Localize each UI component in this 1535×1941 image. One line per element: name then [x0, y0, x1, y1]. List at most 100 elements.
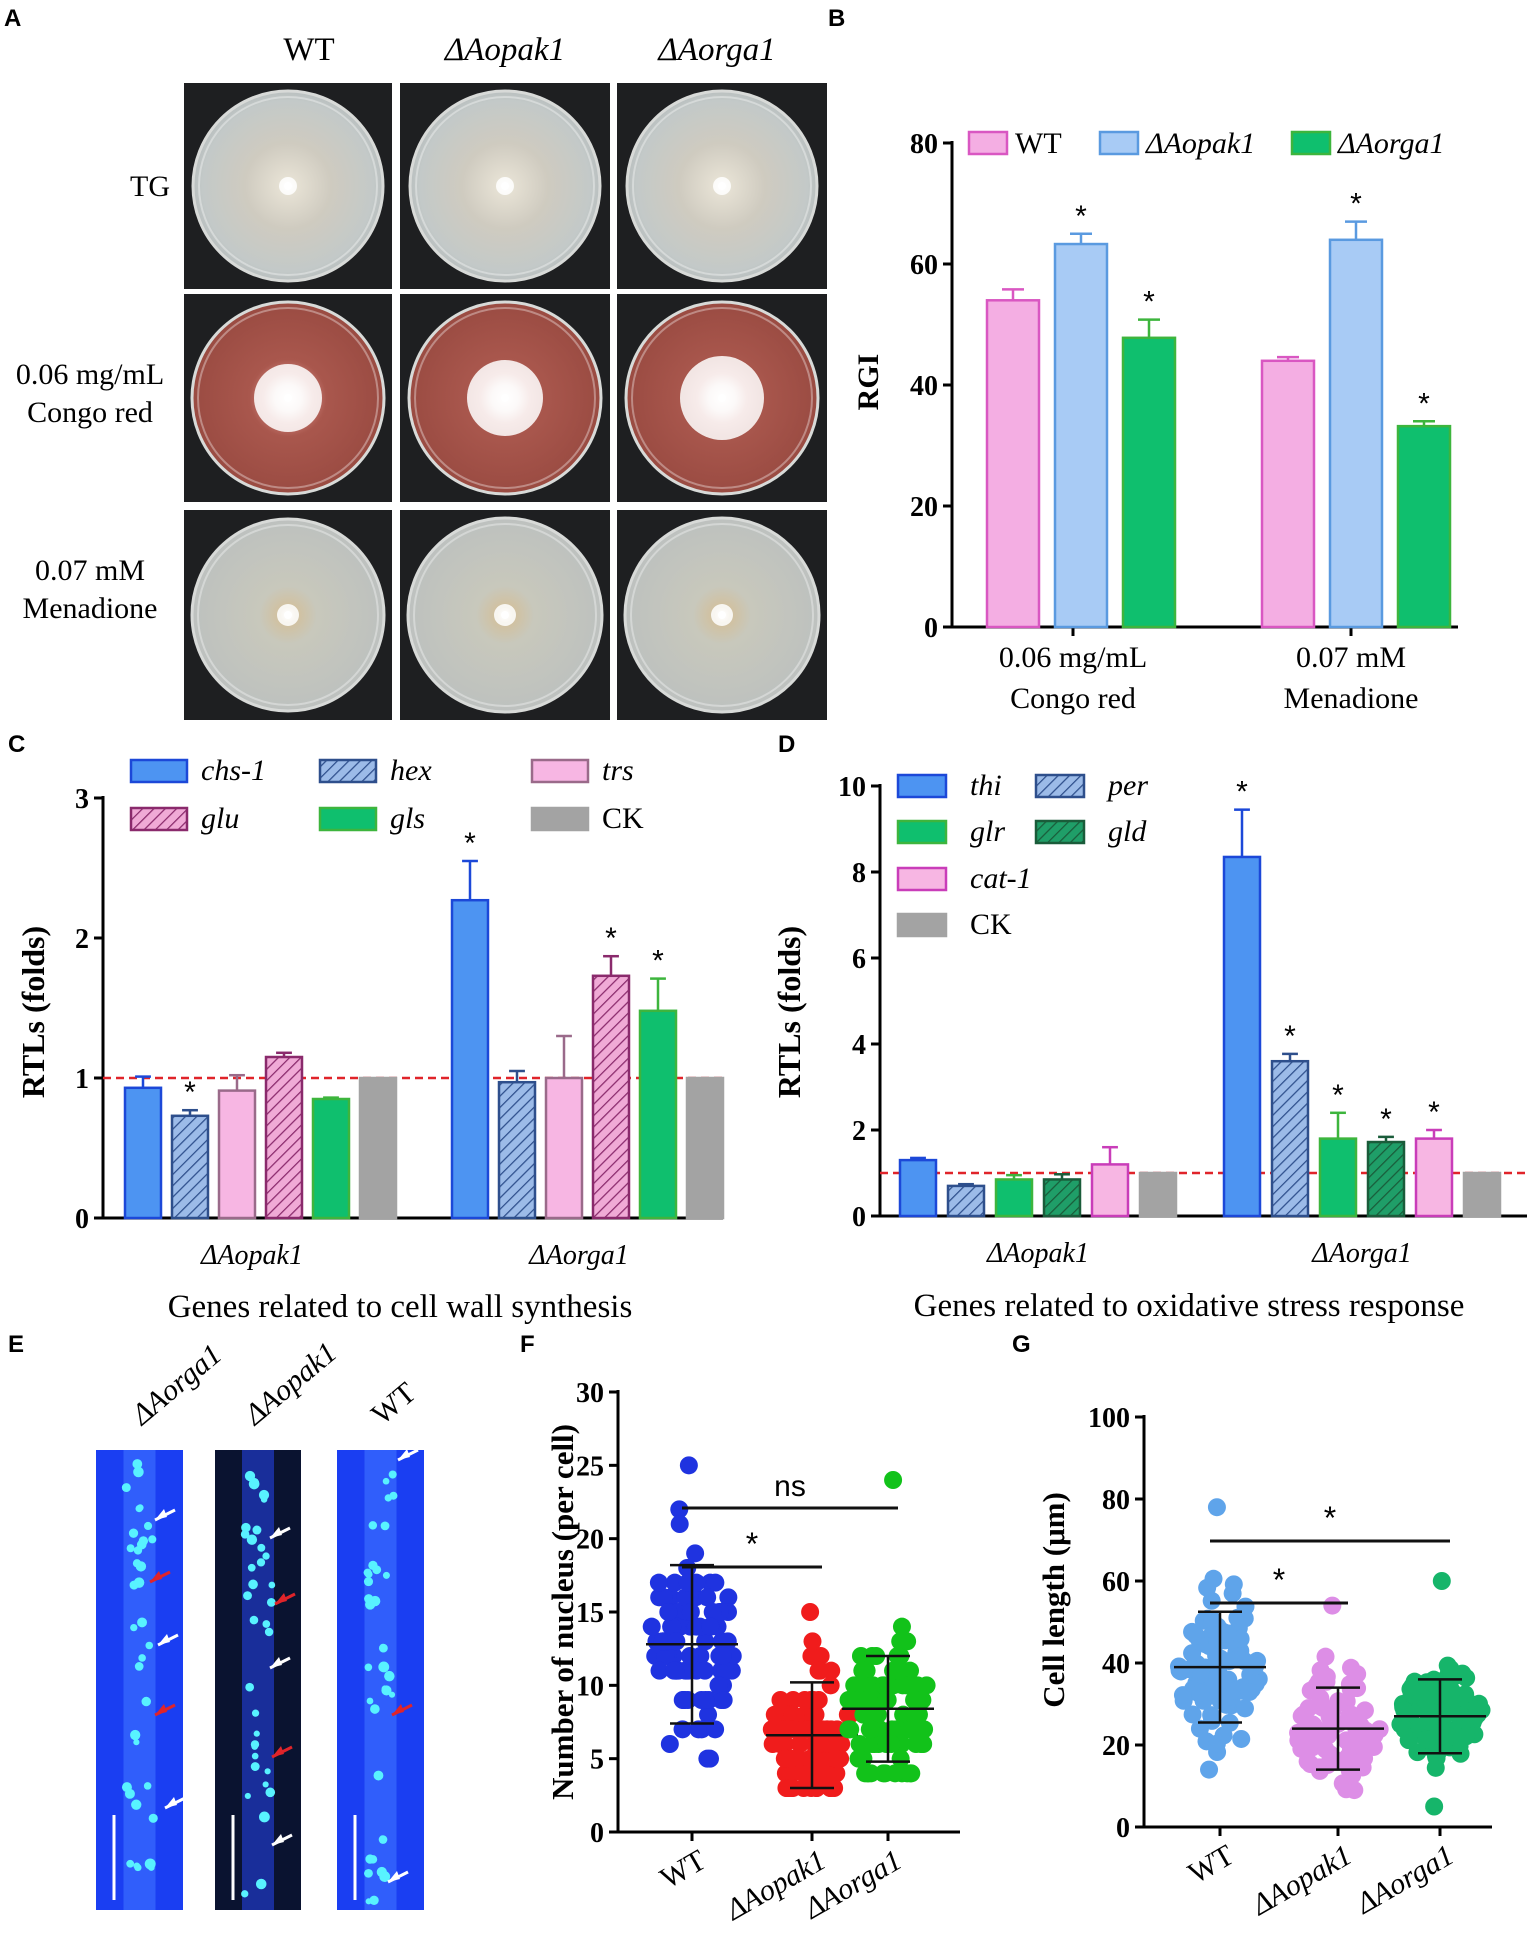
- panel-c-cell-wall-chart: RTLs (folds) 0 1 2 3 * * * * ΔAopak1 ΔAorga1 chs-1…: [15, 754, 725, 1325]
- chart-f-point-aorga1: [915, 1720, 934, 1739]
- nucleus: [364, 1570, 373, 1579]
- nucleus: [133, 1577, 145, 1588]
- nucleus: [132, 1459, 143, 1469]
- chart-f-point-wt: [703, 1603, 722, 1621]
- nucleus: [138, 1654, 146, 1662]
- chart-g-point-wt: [1208, 1669, 1227, 1688]
- chart-d-bar-glr: [1318, 1137, 1358, 1218]
- chart-d-group-label: ΔAopak1: [986, 1238, 1089, 1269]
- nucleus: [143, 1782, 152, 1790]
- chart-d-legend-swatch-glr: [896, 819, 948, 845]
- inoculum-plug: [284, 182, 292, 190]
- strip-label-aopak1: ΔAopak1: [238, 1336, 344, 1432]
- chart-c-legend-label-hex: hex: [390, 754, 432, 787]
- chart-d-legend-label-thi: thi: [970, 769, 1002, 802]
- chart-c-bar-trs: [544, 1076, 584, 1220]
- chart-b-group-2-line-1: 0.07 mM: [1296, 641, 1406, 674]
- chart-c-legend-label-gls: gls: [390, 802, 425, 835]
- chart-f-point-wt: [695, 1661, 714, 1680]
- chart-f-point-aorga1: [884, 1471, 903, 1489]
- chart-d-bar-glr: [994, 1178, 1034, 1218]
- chart-f-point-wt: [670, 1515, 689, 1533]
- chart-f-y-tick-label: 20: [576, 1525, 604, 1556]
- chart-f-point-aorga1: [901, 1764, 920, 1783]
- chart-d-legend-label-ck: CK: [970, 908, 1012, 941]
- chart-g-point-aorga1: [1419, 1712, 1438, 1731]
- chart-d-y-tick-label: 10: [838, 772, 866, 803]
- inoculum-plug: [718, 611, 726, 619]
- chart-g-point-wt: [1232, 1729, 1251, 1748]
- col-label-aorga1: ΔAorga1: [656, 32, 775, 68]
- chart-c-significance: *: [184, 1076, 196, 1109]
- chart-g-point-aorga1: [1457, 1727, 1476, 1746]
- chart-d-ylabel: RTLs (folds): [771, 926, 807, 1098]
- septum-arrow-head: [388, 1871, 400, 1882]
- chart-f-point-wt: [698, 1588, 717, 1607]
- nucleus: [141, 1696, 151, 1707]
- nucleus: [369, 1895, 379, 1906]
- chart-d-bar-per: [946, 1184, 986, 1218]
- chart-g-point-wt: [1198, 1578, 1217, 1597]
- chart-c-bar-trs: [217, 1089, 257, 1220]
- chart-f-point-aorga1: [853, 1661, 872, 1680]
- panel-letter-b: B: [828, 5, 845, 32]
- nucleus: [258, 1811, 270, 1823]
- chart-c-legend-label-glu: glu: [201, 802, 239, 835]
- chart-b-y-tick-label: 80: [910, 129, 938, 160]
- chart-b-legend-label-aopak1: ΔAopak1: [1145, 127, 1255, 160]
- chart-g-point-wt: [1173, 1686, 1192, 1705]
- chart-g-point-aopak1: [1341, 1680, 1360, 1699]
- nucleus-arrow-head: [150, 1571, 162, 1582]
- chart-d-y-tick-label: 2: [852, 1116, 866, 1147]
- nucleus: [249, 1615, 259, 1625]
- chart-d-bar-per: [1270, 1059, 1310, 1218]
- chart-d-legend-label-cat-1: cat-1: [970, 862, 1032, 895]
- nucleus: [363, 1577, 374, 1587]
- nucleus: [264, 1627, 274, 1637]
- strip-label-aorga1: ΔAorga1: [125, 1338, 229, 1432]
- chart-d-significance: *: [1428, 1096, 1440, 1129]
- panel-letter-e: E: [8, 1331, 24, 1358]
- chart-b-legend-swatch-aopak1: [1098, 130, 1140, 156]
- chart-f-point-aorga1: [857, 1705, 876, 1724]
- chart-f-point-aopak1: [783, 1705, 802, 1724]
- chart-f-point-wt: [670, 1500, 689, 1519]
- chart-b-legend-label-wt: WT: [1015, 127, 1062, 160]
- chart-b-significance: *: [1418, 387, 1430, 420]
- chart-f-point-wt: [714, 1691, 733, 1709]
- nucleus: [133, 1862, 141, 1870]
- chart-g-point-aorga1: [1456, 1711, 1475, 1730]
- petri-dish-rim: [630, 523, 814, 707]
- chart-f-point-wt: [653, 1632, 672, 1651]
- chart-g-point-wt: [1200, 1760, 1219, 1779]
- chart-f-ylabel: Number of nucleus (per cell): [545, 1424, 580, 1800]
- chart-c-bar-ck: [685, 1076, 725, 1220]
- chart-f-point-aorga1: [862, 1735, 881, 1753]
- chart-b-y-tick-label: 20: [910, 492, 938, 523]
- septum-arrow-head: [270, 1527, 282, 1538]
- nucleus: [368, 1560, 378, 1571]
- nucleus: [246, 1534, 258, 1545]
- chart-f-point-aorga1: [839, 1720, 858, 1739]
- chart-g-point-aorga1: [1445, 1667, 1464, 1686]
- row-label-congo-1: 0.06 mg/mL: [16, 358, 164, 391]
- chart-d-legend-label-gld: gld: [1108, 815, 1147, 848]
- chart-g-point-wt: [1171, 1662, 1190, 1681]
- chart-d-legend-swatch-thi: [896, 773, 948, 799]
- chart-f-y-tick-label: 0: [590, 1818, 604, 1849]
- chart-b-bar-wt: [985, 299, 1041, 629]
- chart-g-point-wt: [1207, 1646, 1226, 1665]
- chart-f-point-wt: [654, 1588, 673, 1607]
- nucleus: [366, 1697, 374, 1705]
- chart-c-group-label: ΔAorga1: [528, 1240, 628, 1271]
- chart-c-y-tick-label: 0: [75, 1204, 89, 1235]
- chart-g-point-wt: [1183, 1705, 1202, 1724]
- col-label-aopak1: ΔAopak1: [443, 32, 565, 68]
- chart-g-point-aopak1: [1355, 1749, 1374, 1768]
- chart-d-significance: *: [1284, 1020, 1296, 1053]
- panel-d-oxidative-chart: RTLs (folds) 0 2 4 6 8 10 * * * * * ΔAopak1 ΔAorga1 t…: [771, 769, 1527, 1324]
- chart-f-point-wt: [659, 1603, 678, 1621]
- chart-g-point-aopak1: [1341, 1658, 1360, 1677]
- chart-d-legend-label-per: per: [1106, 769, 1148, 802]
- chart-b-significance: *: [1350, 188, 1362, 221]
